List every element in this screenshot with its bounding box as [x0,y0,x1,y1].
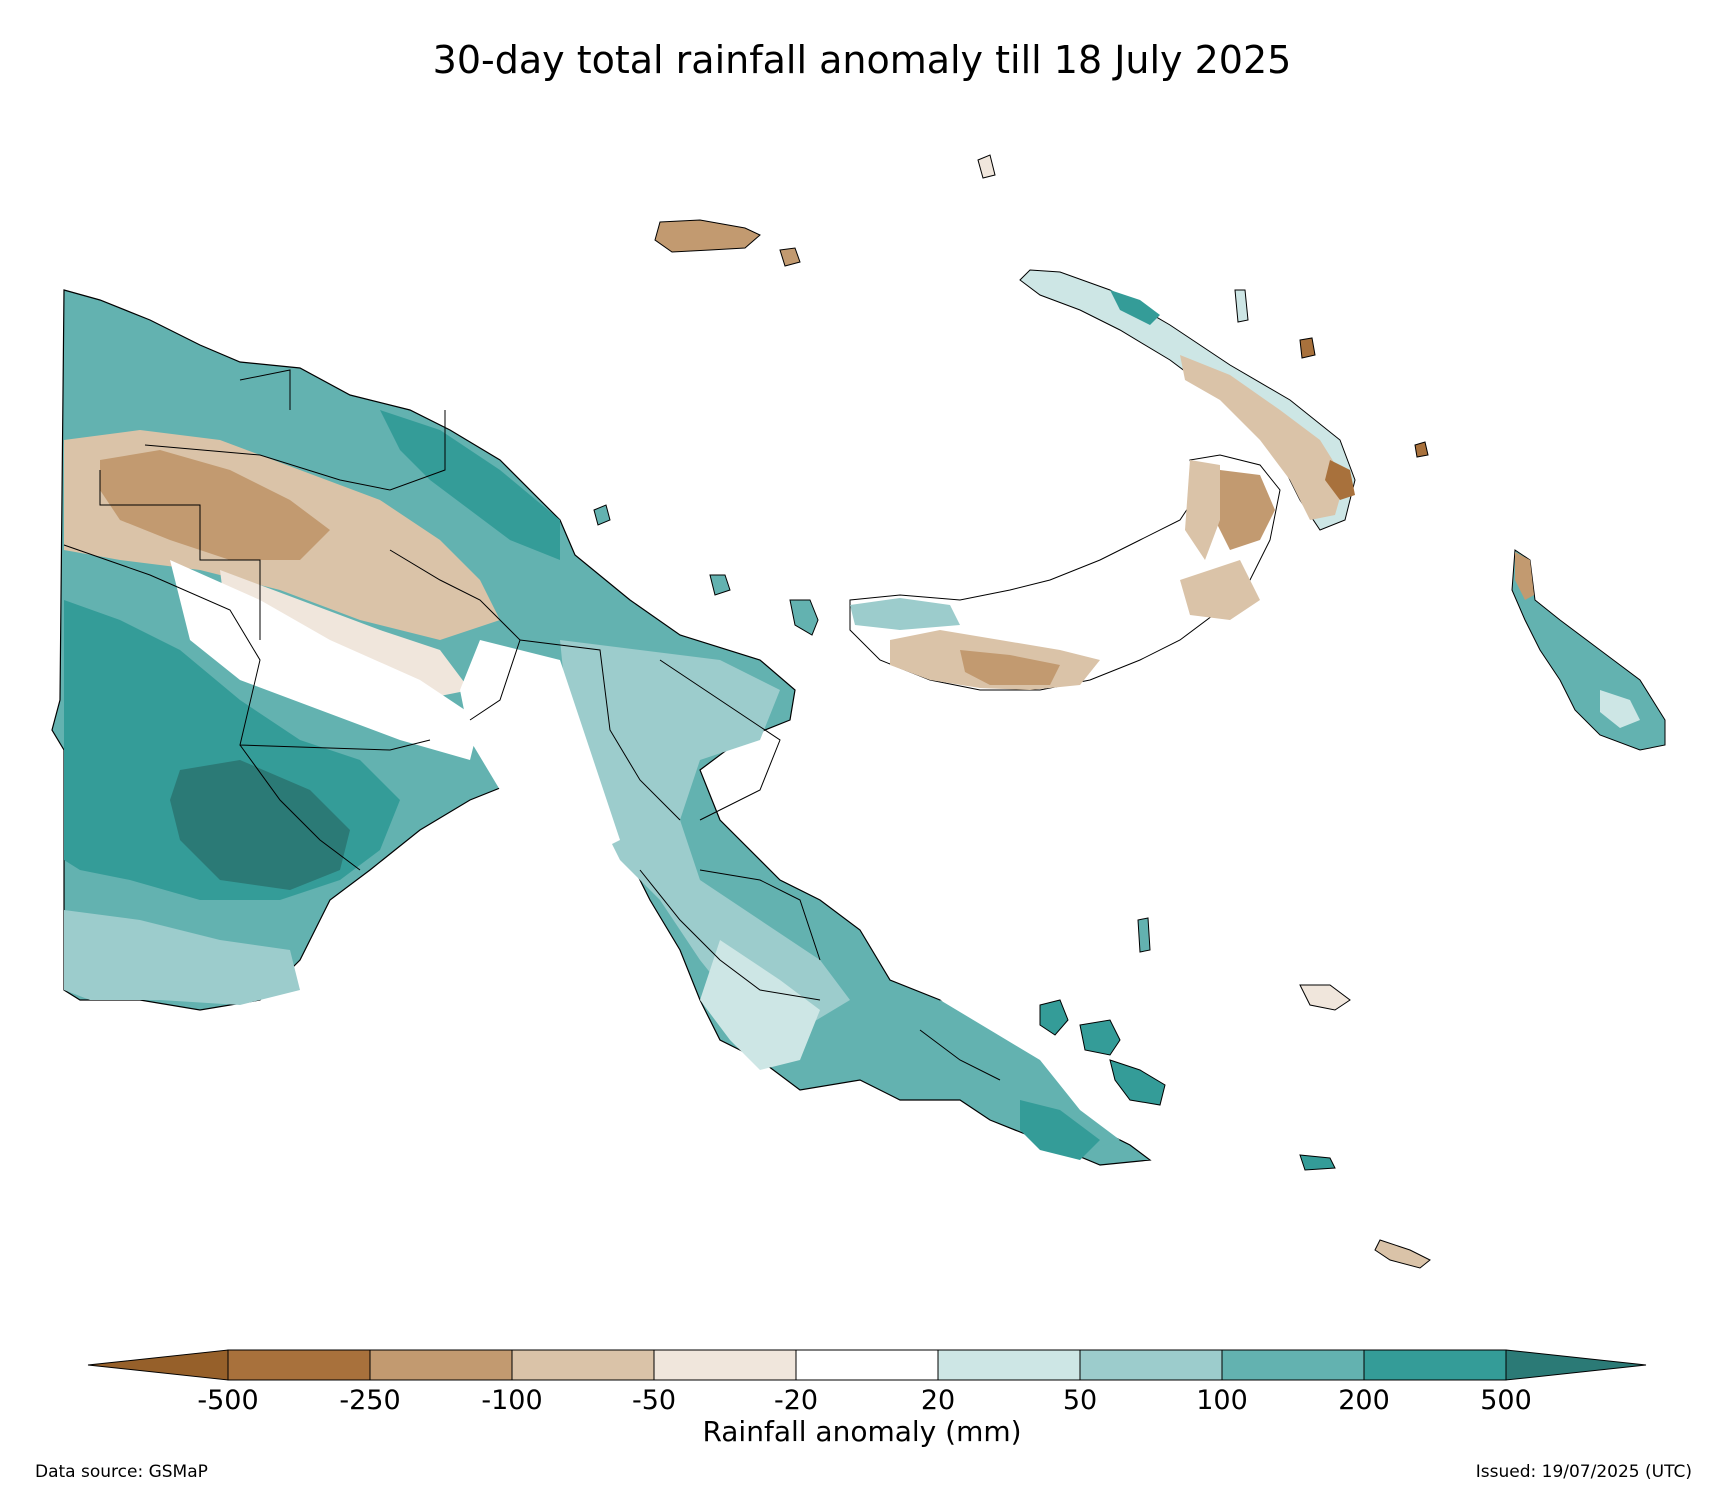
issued-date: Issued: 19/07/2025 (UTC) [1475,1462,1692,1482]
colorbar-bin [1079,1349,1223,1381]
colorbar-tick-label: -250 [339,1385,401,1416]
colorbar-tick-label: -50 [631,1385,677,1416]
data-source: Data source: GSMaP [35,1462,208,1482]
new-ireland [1019,269,1356,531]
colorbar-bin [795,1349,939,1381]
colorbar-bin [369,1349,513,1381]
colorbar-extend-low [87,1349,229,1381]
manus-island-small [779,247,801,267]
milne-bay-islands [1039,999,1336,1171]
colorbar-tick-label: 50 [1062,1385,1098,1416]
colorbar-bin [937,1349,1081,1381]
colorbar-bin [653,1349,797,1381]
small-islands [593,154,1429,953]
colorbar-bin [227,1349,371,1381]
new-britain [849,454,1281,691]
colorbar-tick-label: 500 [1480,1385,1532,1416]
goodenough-dry [1299,984,1351,1011]
colorbar-tick-label: -500 [197,1385,259,1416]
colorbar-bin [511,1349,655,1381]
bougainville [1511,549,1666,751]
colorbar-tick-label: 200 [1338,1385,1390,1416]
colorbar-bin [1221,1349,1365,1381]
colorbar-tick-label: 20 [920,1385,956,1416]
colorbar-tick-label: -20 [773,1385,819,1416]
colorbar-label: Rainfall anomaly (mm) [702,1415,1022,1448]
colorbar-extend-high [1505,1349,1647,1381]
province-boundaries [63,369,1001,1081]
map-title: 30-day total rainfall anomaly till 18 Ju… [432,38,1292,82]
manus-island [654,219,761,253]
rossel-island [1374,1239,1431,1269]
colorbar-tick-label: 100 [1196,1385,1248,1416]
colorbar-bin [1363,1349,1507,1381]
colorbar-tick-label: -100 [481,1385,543,1416]
mainland-west [51,289,1152,1166]
